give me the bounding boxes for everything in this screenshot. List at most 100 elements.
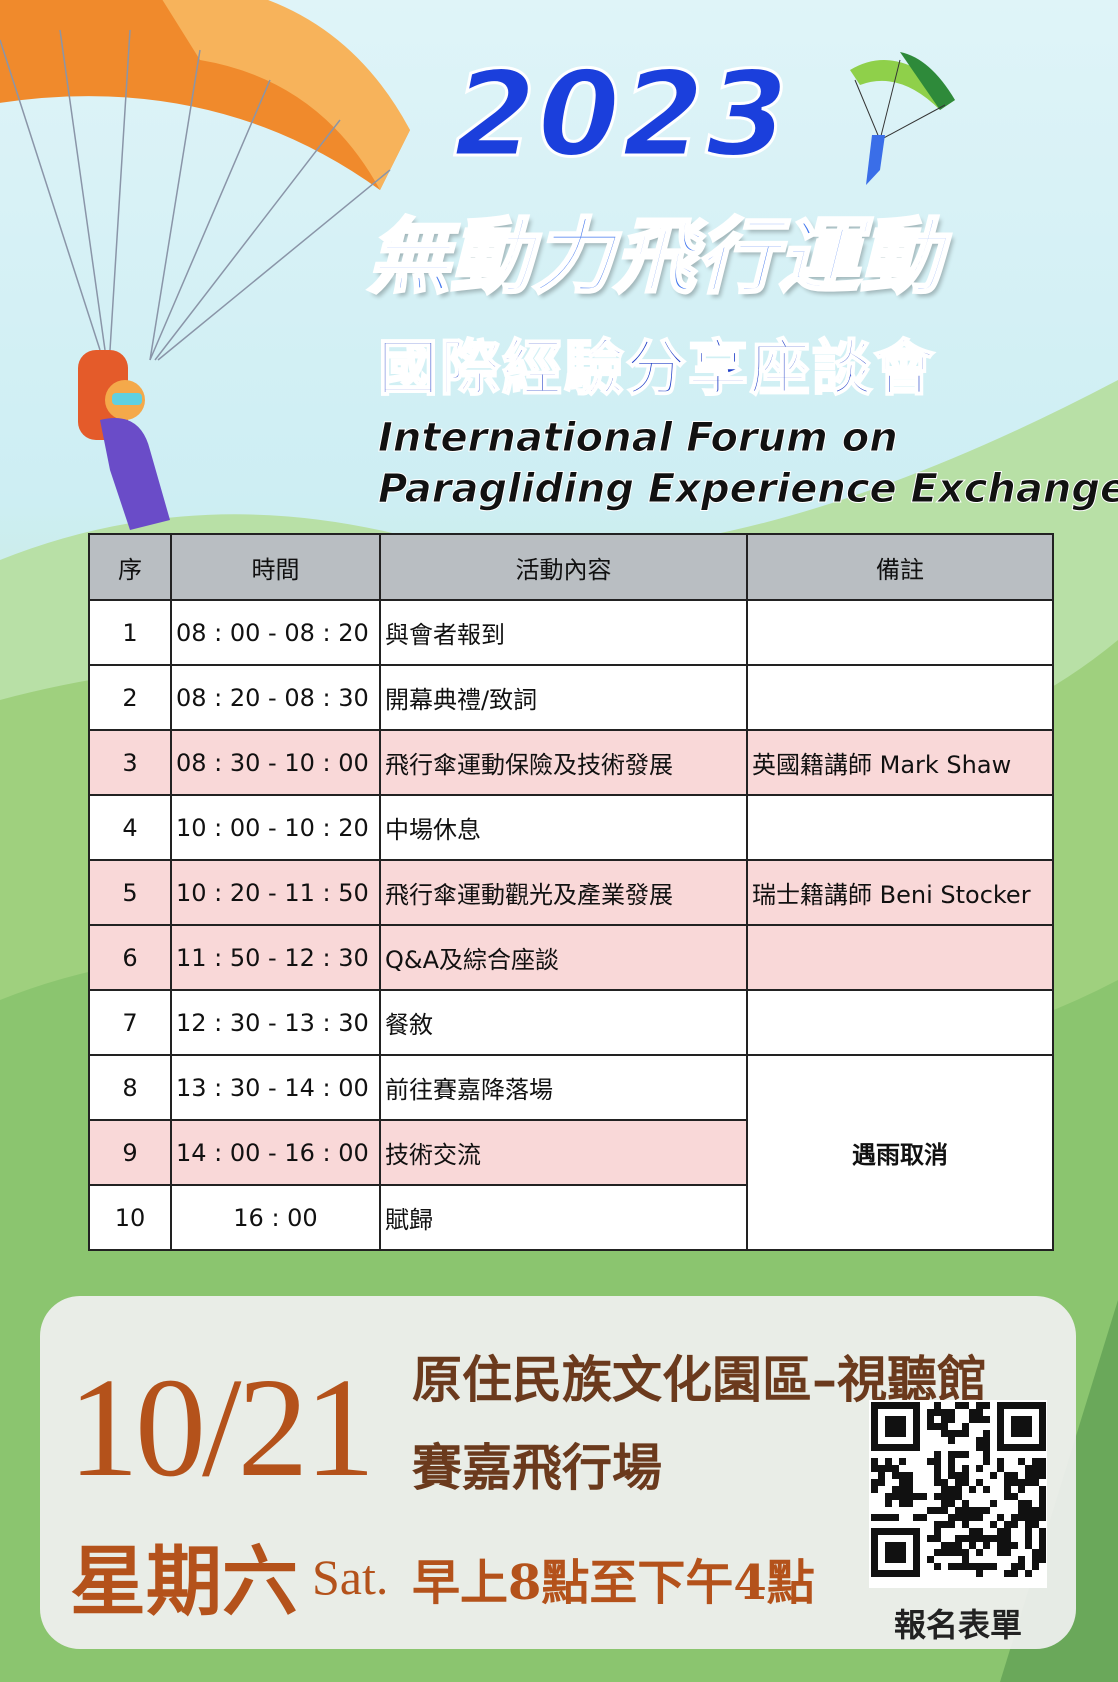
qr-module [969,1563,976,1570]
qr-module [997,1549,1004,1556]
qr-module [983,1542,990,1549]
qr-module [885,1514,892,1521]
qr-module [976,1549,983,1556]
qr-module [1011,1493,1018,1500]
qr-module [983,1402,990,1409]
qr-module [955,1402,962,1409]
qr-module [1004,1521,1011,1528]
seq-cell: 5 [88,859,172,926]
qr-module [941,1423,948,1430]
qr-module [892,1493,899,1500]
qr-module [1011,1514,1018,1521]
qr-module [1011,1472,1018,1479]
header-row: 序時間 活動內容 備註 [88,533,1054,601]
qr-module [906,1486,913,1493]
activity-cell: Q&A及綜合座談 [379,924,748,991]
qr-module [1011,1479,1018,1486]
table-row: 5 10 : 20 - 11 : 50 飛行傘運動觀光及產業發展 瑞士籍講師 Beni… [88,859,1054,926]
qr-module [1004,1535,1011,1542]
qr-module [885,1416,906,1437]
qr-module [1039,1528,1046,1535]
qr-module [1018,1563,1025,1570]
note-cell [746,924,1054,991]
qr-module [941,1500,948,1507]
weekday: 星期六 [70,1537,298,1626]
note-cell: 英國籍講師 Mark Shaw [746,729,1054,796]
qr-module [1032,1563,1039,1570]
qr-module [976,1465,983,1472]
activity-cell: 飛行傘運動觀光及產業發展 [379,859,748,926]
qr-module [962,1521,969,1528]
qr-module [955,1514,962,1521]
qr-module [1018,1507,1025,1514]
qr-module [969,1528,976,1535]
qr-module [1039,1493,1046,1500]
qr-module [1032,1465,1039,1472]
qr-module [1032,1458,1039,1465]
qr-module [983,1437,990,1444]
qr-module [976,1402,983,1409]
qr-module [927,1507,934,1514]
qr-module [983,1451,990,1458]
qr-module [955,1451,962,1458]
qr-module [1011,1563,1018,1570]
qr-module [941,1542,948,1549]
qr-module [962,1507,969,1514]
seq-cell: 2 [88,664,172,731]
activity-cell: 中場休息 [379,794,748,861]
time-cell: 11 : 50 - 12 : 30 [170,924,381,991]
qr-module [1039,1549,1046,1556]
header-cell: 備註 [746,533,1054,601]
qr-module [1004,1528,1011,1535]
date: 10/21 [68,1348,375,1506]
qr-module [1004,1479,1011,1486]
qr-module [941,1479,948,1486]
merged-note-cell: 遇雨取消 [746,1054,1054,1251]
qr-module [941,1521,948,1528]
table-row: 6 11 : 50 - 12 : 30 Q&A及綜合座談 [88,924,1054,991]
qr-module [955,1563,962,1570]
qr-module [976,1507,983,1514]
qr-module [948,1493,955,1500]
qr-module [969,1542,976,1549]
qr-module [878,1465,885,1472]
qr-module [934,1493,941,1500]
qr-module [962,1500,969,1507]
qr-module [941,1430,948,1437]
qr-module [962,1556,969,1563]
activity-cell: 飛行傘運動保險及技術發展 [379,729,748,796]
qr-module [906,1472,913,1479]
activity-cell: 餐敘 [379,989,748,1056]
qr-module [962,1549,969,1556]
qr-module [997,1542,1004,1549]
qr-module [941,1409,948,1416]
qr-module [1004,1486,1011,1493]
activity-cell: 與會者報到 [379,599,748,666]
qr-module [920,1514,927,1521]
seq-cell: 1 [88,599,172,666]
qr-module [927,1535,934,1542]
qr-module [1018,1556,1025,1563]
qr-module [871,1514,878,1521]
qr-module [885,1458,892,1465]
qr-module [941,1416,948,1423]
qr-module [1032,1472,1039,1479]
qr-module [885,1500,892,1507]
qr-module [955,1507,962,1514]
qr-module [948,1451,955,1458]
small-paraglider [850,52,955,185]
qr-module [1032,1507,1039,1514]
note-cell [746,989,1054,1056]
qr-code[interactable] [869,1400,1047,1588]
qr-module [899,1493,906,1500]
qr-module [941,1549,948,1556]
qr-module [948,1549,955,1556]
qr-module [934,1409,941,1416]
qr-module [1018,1500,1025,1507]
qr-module [871,1465,878,1472]
time-cell: 12 : 30 - 13 : 30 [170,989,381,1056]
qr-module [934,1465,941,1472]
qr-module [920,1493,927,1500]
lines [0,29,391,361]
qr-module [1039,1535,1046,1542]
